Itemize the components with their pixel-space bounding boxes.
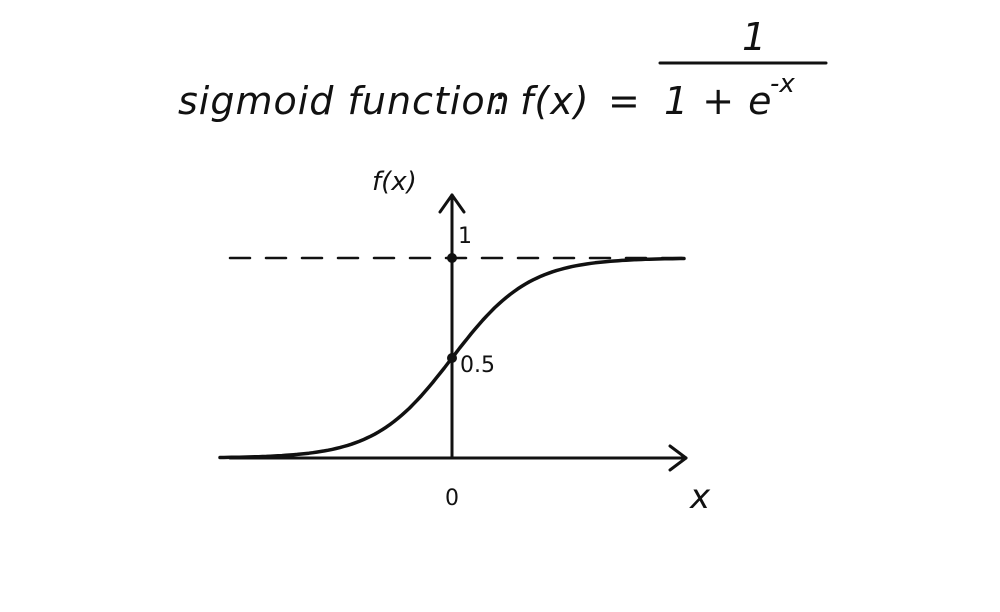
formula-denominator: 1 + e [664,79,773,123]
formula: sigmoid function : f(x) = 1 1 + e -x [178,15,828,123]
formula-lhs: f(x) [520,79,590,123]
origin-label: 0 [445,486,459,511]
formula-equals: = [608,79,641,123]
formula-exponent: -x [770,69,795,99]
y-axis-arrow [438,193,466,214]
midpoint-point [447,353,457,363]
formula-label: sigmoid function [178,79,511,123]
asymptote-label: 1 [458,224,472,249]
asymptote-point [447,253,457,263]
midpoint-label: 0.5 [460,353,495,378]
x-axis-label: x [689,477,711,517]
formula-separator: : [493,79,507,123]
formula-numerator: 1 [742,15,767,59]
x-axis-arrow [668,444,688,472]
y-axis-label: f(x) [372,167,417,197]
sigmoid-chart: f(x) x 1 0.5 0 [218,167,711,517]
